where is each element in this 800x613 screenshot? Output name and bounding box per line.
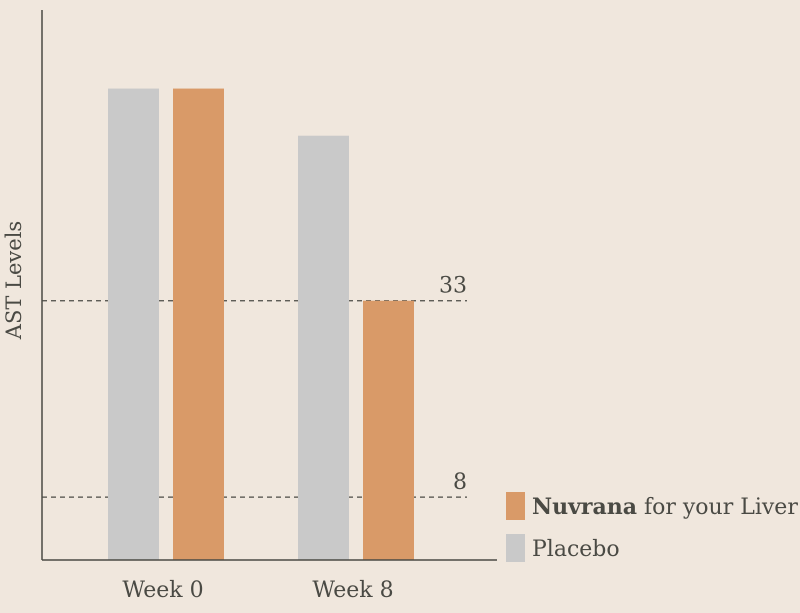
reference-line-label: 33 [439,274,467,299]
legend: Nuvrana for your Liver Placebo [506,492,798,562]
legend-swatch [506,492,525,520]
legend-brand: Nuvrana [532,494,637,520]
bars [108,88,414,561]
legend-text: Placebo [532,537,620,562]
legend-label: Nuvrana for your Liver [532,494,798,520]
legend-label: Placebo [532,537,620,562]
bar-nuvrana-week-0 [173,88,224,561]
legend-text: for your Liver [637,495,798,520]
legend-swatch [506,534,525,562]
x-tick-label: Week 8 [312,578,393,603]
reference-line-label: 8 [453,470,467,495]
bar-nuvrana-week-8 [363,300,414,560]
bar-placebo-week-0 [108,88,159,561]
y-axis-label: AST Levels [2,221,26,340]
x-tick-label: Week 0 [122,578,203,603]
x-tick-labels: Week 0 Week 8 [122,578,393,603]
bar-placebo-week-8 [298,135,349,560]
